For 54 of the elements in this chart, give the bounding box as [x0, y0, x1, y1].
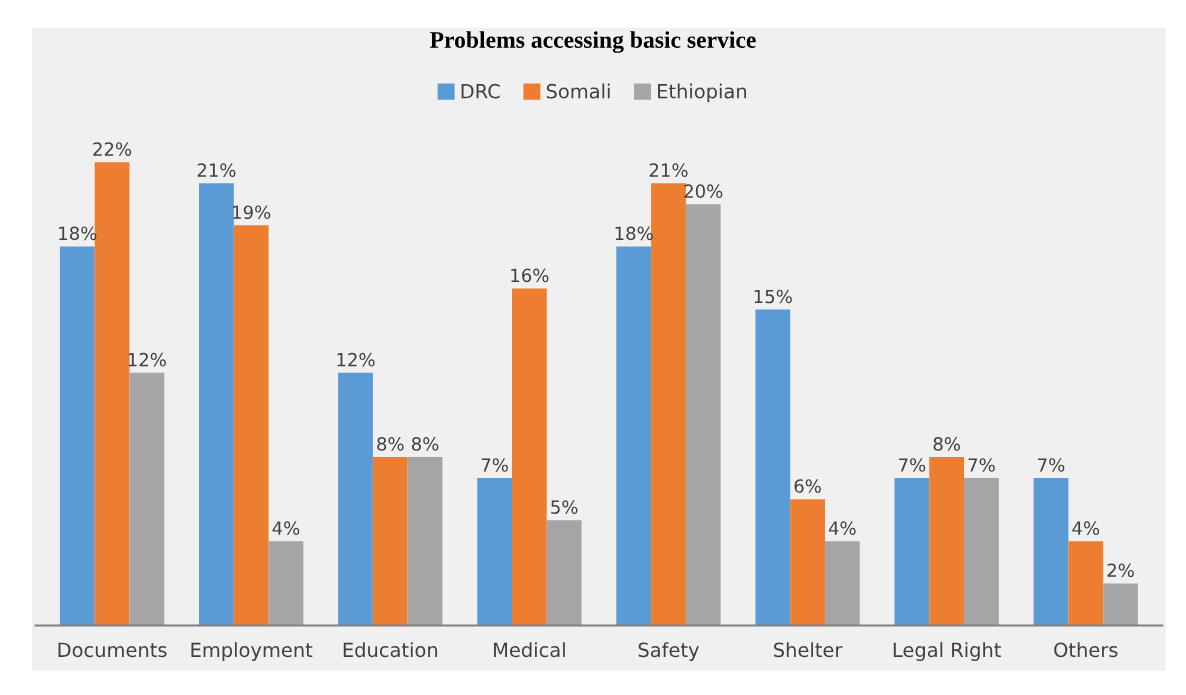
chart-title: Problems accessing basic service: [430, 31, 756, 53]
bar: [824, 541, 860, 626]
data-label: 21%: [197, 163, 236, 177]
data-label: 5%: [551, 500, 578, 514]
x-tick-label: Safety: [638, 642, 699, 661]
bar: [1033, 478, 1069, 626]
data-label: 6%: [794, 479, 821, 493]
bar: [1068, 541, 1104, 626]
data-label: 8%: [411, 437, 439, 451]
bar: [894, 478, 930, 626]
data-label: 7%: [899, 458, 926, 472]
x-tick-label: Legal Right: [893, 642, 1001, 661]
bar: [199, 183, 234, 626]
bar: [268, 541, 304, 626]
bar: [546, 520, 582, 626]
data-label: 12%: [337, 352, 375, 367]
x-tick-label: Education: [343, 642, 438, 658]
bar: [129, 372, 165, 626]
bar: [511, 288, 547, 626]
data-label: 15%: [754, 289, 792, 304]
x-tick-label: Others: [1054, 642, 1118, 658]
data-label: 4%: [1072, 521, 1100, 535]
data-label: 7%: [481, 458, 508, 472]
bar: [651, 183, 686, 626]
bar: [372, 457, 408, 626]
bar: [755, 309, 791, 626]
bar: [964, 478, 999, 626]
bar: [233, 225, 269, 626]
bar: [338, 372, 373, 626]
x-tick-label: Shelter: [774, 642, 843, 658]
bar: [616, 246, 652, 626]
legend-label: Ethiopian: [658, 83, 747, 103]
data-label: 21%: [649, 163, 688, 177]
data-label: 8%: [377, 437, 404, 451]
data-label: 4%: [272, 521, 300, 535]
data-label: 7%: [1038, 458, 1065, 472]
bar: [1103, 583, 1138, 626]
data-label: 7%: [968, 458, 995, 472]
data-label: 22%: [93, 142, 132, 156]
x-tick-label: Documents: [58, 642, 167, 658]
legend-label: DRC: [461, 83, 500, 99]
bar: [790, 499, 825, 626]
data-label: 2%: [1107, 563, 1134, 578]
bar: [407, 457, 443, 626]
bar: [477, 478, 512, 626]
x-tick-label: Medical: [494, 642, 565, 658]
legend-label: Somali: [546, 83, 610, 99]
bar: [59, 246, 95, 626]
data-label: 16%: [511, 268, 549, 283]
bar: [685, 204, 721, 626]
data-label: 8%: [933, 437, 960, 451]
data-label: 4%: [828, 521, 856, 535]
x-tick-label: Employment: [191, 642, 313, 661]
bar: [929, 457, 965, 626]
